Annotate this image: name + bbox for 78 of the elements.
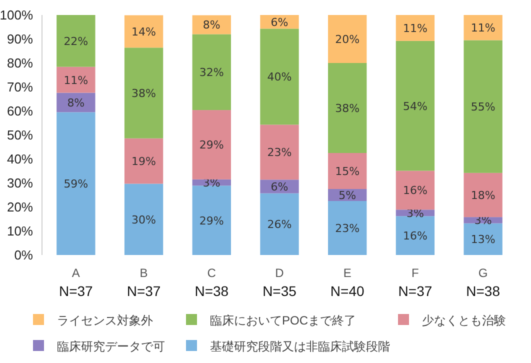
data-label: 16% (402, 184, 428, 198)
data-label: 32% (199, 66, 224, 80)
y-tick-label: 30% (6, 176, 34, 190)
data-label: 55% (470, 100, 496, 114)
y-tick-label: 20% (6, 200, 34, 214)
data-label: 29% (199, 214, 224, 228)
data-label: 29% (199, 138, 224, 152)
data-label: 54% (402, 100, 428, 113)
data-label: 6% (270, 16, 288, 29)
data-label: 59% (64, 178, 88, 191)
bar (464, 223, 502, 255)
bar (328, 153, 367, 189)
data-label: 30% (132, 213, 156, 226)
data-label: 22% (64, 34, 88, 48)
data-label: 38% (335, 102, 360, 115)
bar (56, 15, 96, 67)
x-tick-label: C N=38 (194, 266, 229, 299)
bar (396, 40, 435, 171)
legend-label: 基礎研究段階又は非臨床試験段階 (210, 340, 390, 354)
bar (192, 110, 231, 180)
bar (260, 193, 299, 255)
x-tick-label: B N=37 (126, 266, 161, 299)
data-label: 18% (470, 189, 496, 202)
bar (396, 216, 435, 255)
data-label: 23% (335, 222, 360, 235)
x-tick-label: G N=38 (466, 266, 500, 299)
data-label: 16% (402, 230, 428, 243)
data-label: 5% (338, 189, 356, 202)
legend-label: 臨床研究データで可 (57, 340, 165, 354)
data-label: 8% (67, 96, 85, 110)
bar (124, 184, 164, 255)
bar (328, 201, 367, 255)
bar (328, 63, 367, 153)
y-tick-label: 50% (6, 128, 34, 142)
y-tick-label: 40% (6, 152, 34, 166)
bar (464, 172, 502, 218)
y-tick-label: 0% (14, 248, 34, 262)
bar (124, 15, 164, 48)
bar (464, 15, 502, 40)
data-label: 14% (132, 25, 156, 38)
bar (396, 15, 435, 41)
data-label: 8% (202, 18, 220, 32)
x-tick-label: A N=37 (59, 266, 94, 299)
y-tick-label: 70% (6, 80, 34, 94)
x-tick-label: D N=35 (262, 266, 297, 299)
bar (192, 34, 231, 110)
y-tick-label: 80% (6, 56, 34, 70)
bar (328, 15, 367, 63)
data-label: 11% (64, 74, 88, 87)
bar (56, 66, 96, 93)
y-tick-label: 100% (0, 8, 34, 22)
data-label: 40% (267, 70, 292, 84)
bar (464, 40, 502, 173)
data-label: 11% (402, 22, 428, 35)
y-tick-label: 10% (6, 224, 34, 238)
bar (260, 124, 299, 180)
legend-label: 臨床においてPOCまで終了 (210, 314, 356, 328)
bar (192, 186, 231, 255)
data-label: 11% (470, 22, 496, 35)
data-label: 26% (267, 218, 292, 232)
x-tick-label: F N=37 (398, 266, 432, 299)
y-tick-label: 60% (6, 104, 34, 118)
data-label: 13% (470, 233, 496, 246)
y-tick-label: 90% (6, 32, 34, 46)
x-tick-label: E N=40 (330, 266, 364, 299)
bar (396, 170, 435, 210)
bar (124, 138, 164, 184)
data-label: 20% (335, 33, 360, 46)
data-label: 23% (267, 146, 292, 160)
data-label: 38% (132, 87, 156, 100)
data-label: 6% (270, 180, 288, 194)
bar (260, 28, 299, 125)
legend-label: ライセンス対象外 (57, 314, 153, 328)
data-label: 15% (335, 165, 360, 178)
legend-label: 少なくとも治験 (422, 314, 506, 328)
bar (124, 48, 164, 138)
bar (56, 112, 96, 255)
data-label: 19% (132, 155, 156, 168)
